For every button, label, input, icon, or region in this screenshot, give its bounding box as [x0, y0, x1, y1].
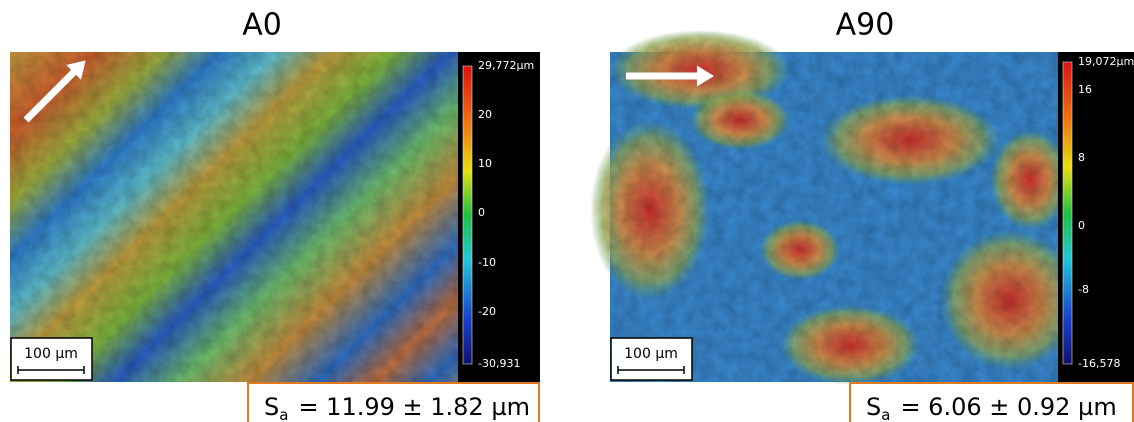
surface-blob: [940, 230, 1080, 370]
colorbar-label: 0: [1078, 219, 1085, 232]
direction-arrow: [23, 63, 83, 123]
scale-bar: [617, 366, 685, 374]
colorbar-label: -30,931: [478, 357, 520, 370]
sa-text: = 6.06 ± 0.92 µm: [900, 393, 1116, 421]
scale-bar: [17, 366, 85, 374]
sa-value: Sa = 11.99 ± 1.82 µm: [264, 393, 530, 422]
scale-bar-label: 100 µm: [24, 346, 78, 362]
scale-bar-box: [10, 337, 93, 381]
colorbar-label: 0: [478, 206, 485, 219]
surface: [10, 52, 458, 382]
scale-bar-label: 100 µm: [624, 346, 678, 362]
sa-symbol: S: [264, 393, 279, 421]
colorbar-label: -16,578: [1078, 357, 1120, 370]
arrow-head: [696, 65, 714, 87]
colorbar-label: 29,772µm: [478, 59, 534, 72]
panel-title: A0: [242, 8, 282, 43]
colorbar: [462, 65, 473, 365]
surface-blob: [760, 220, 840, 280]
scale-bar-box: [610, 337, 693, 381]
surface-blob: [990, 130, 1070, 230]
surface-blob: [690, 90, 790, 150]
sa-box: [247, 382, 540, 422]
colorbar-label: 10: [478, 157, 492, 170]
surface-blob: [820, 95, 1000, 185]
sa-subscript: a: [279, 406, 288, 422]
colorbar-label: 16: [1078, 83, 1092, 96]
surface-image: [10, 52, 458, 382]
panel: A0 29,772µm 20 10 0 -10 -20 -30,931 100 µm Sa = 11…: [10, 8, 540, 422]
panel-title: A90: [836, 8, 895, 43]
colorbar-label: 19,072µm: [1078, 55, 1134, 68]
colorbar-label: 20: [478, 108, 492, 121]
colorbar: [1062, 61, 1073, 365]
arrow-head: [66, 60, 86, 80]
panel: A90 19,072µm 16 8 0 -8 -16,578 100 µm Sa = 6.06 ±…: [590, 8, 1134, 422]
surface-blob: [780, 305, 920, 385]
sa-value: Sa = 6.06 ± 0.92 µm: [866, 393, 1117, 422]
colorbar-label: -20: [478, 305, 496, 318]
colorbar-label: 8: [1078, 151, 1085, 164]
sa-box: [849, 382, 1134, 422]
sa-symbol: S: [866, 393, 881, 421]
colorbar-label: -10: [478, 256, 496, 269]
surface-image: [590, 30, 1080, 385]
sa-text: = 11.99 ± 1.82 µm: [298, 393, 530, 421]
surface-blob: [590, 120, 710, 300]
colorbar-label: -8: [1078, 283, 1089, 296]
sa-subscript: a: [881, 406, 890, 422]
